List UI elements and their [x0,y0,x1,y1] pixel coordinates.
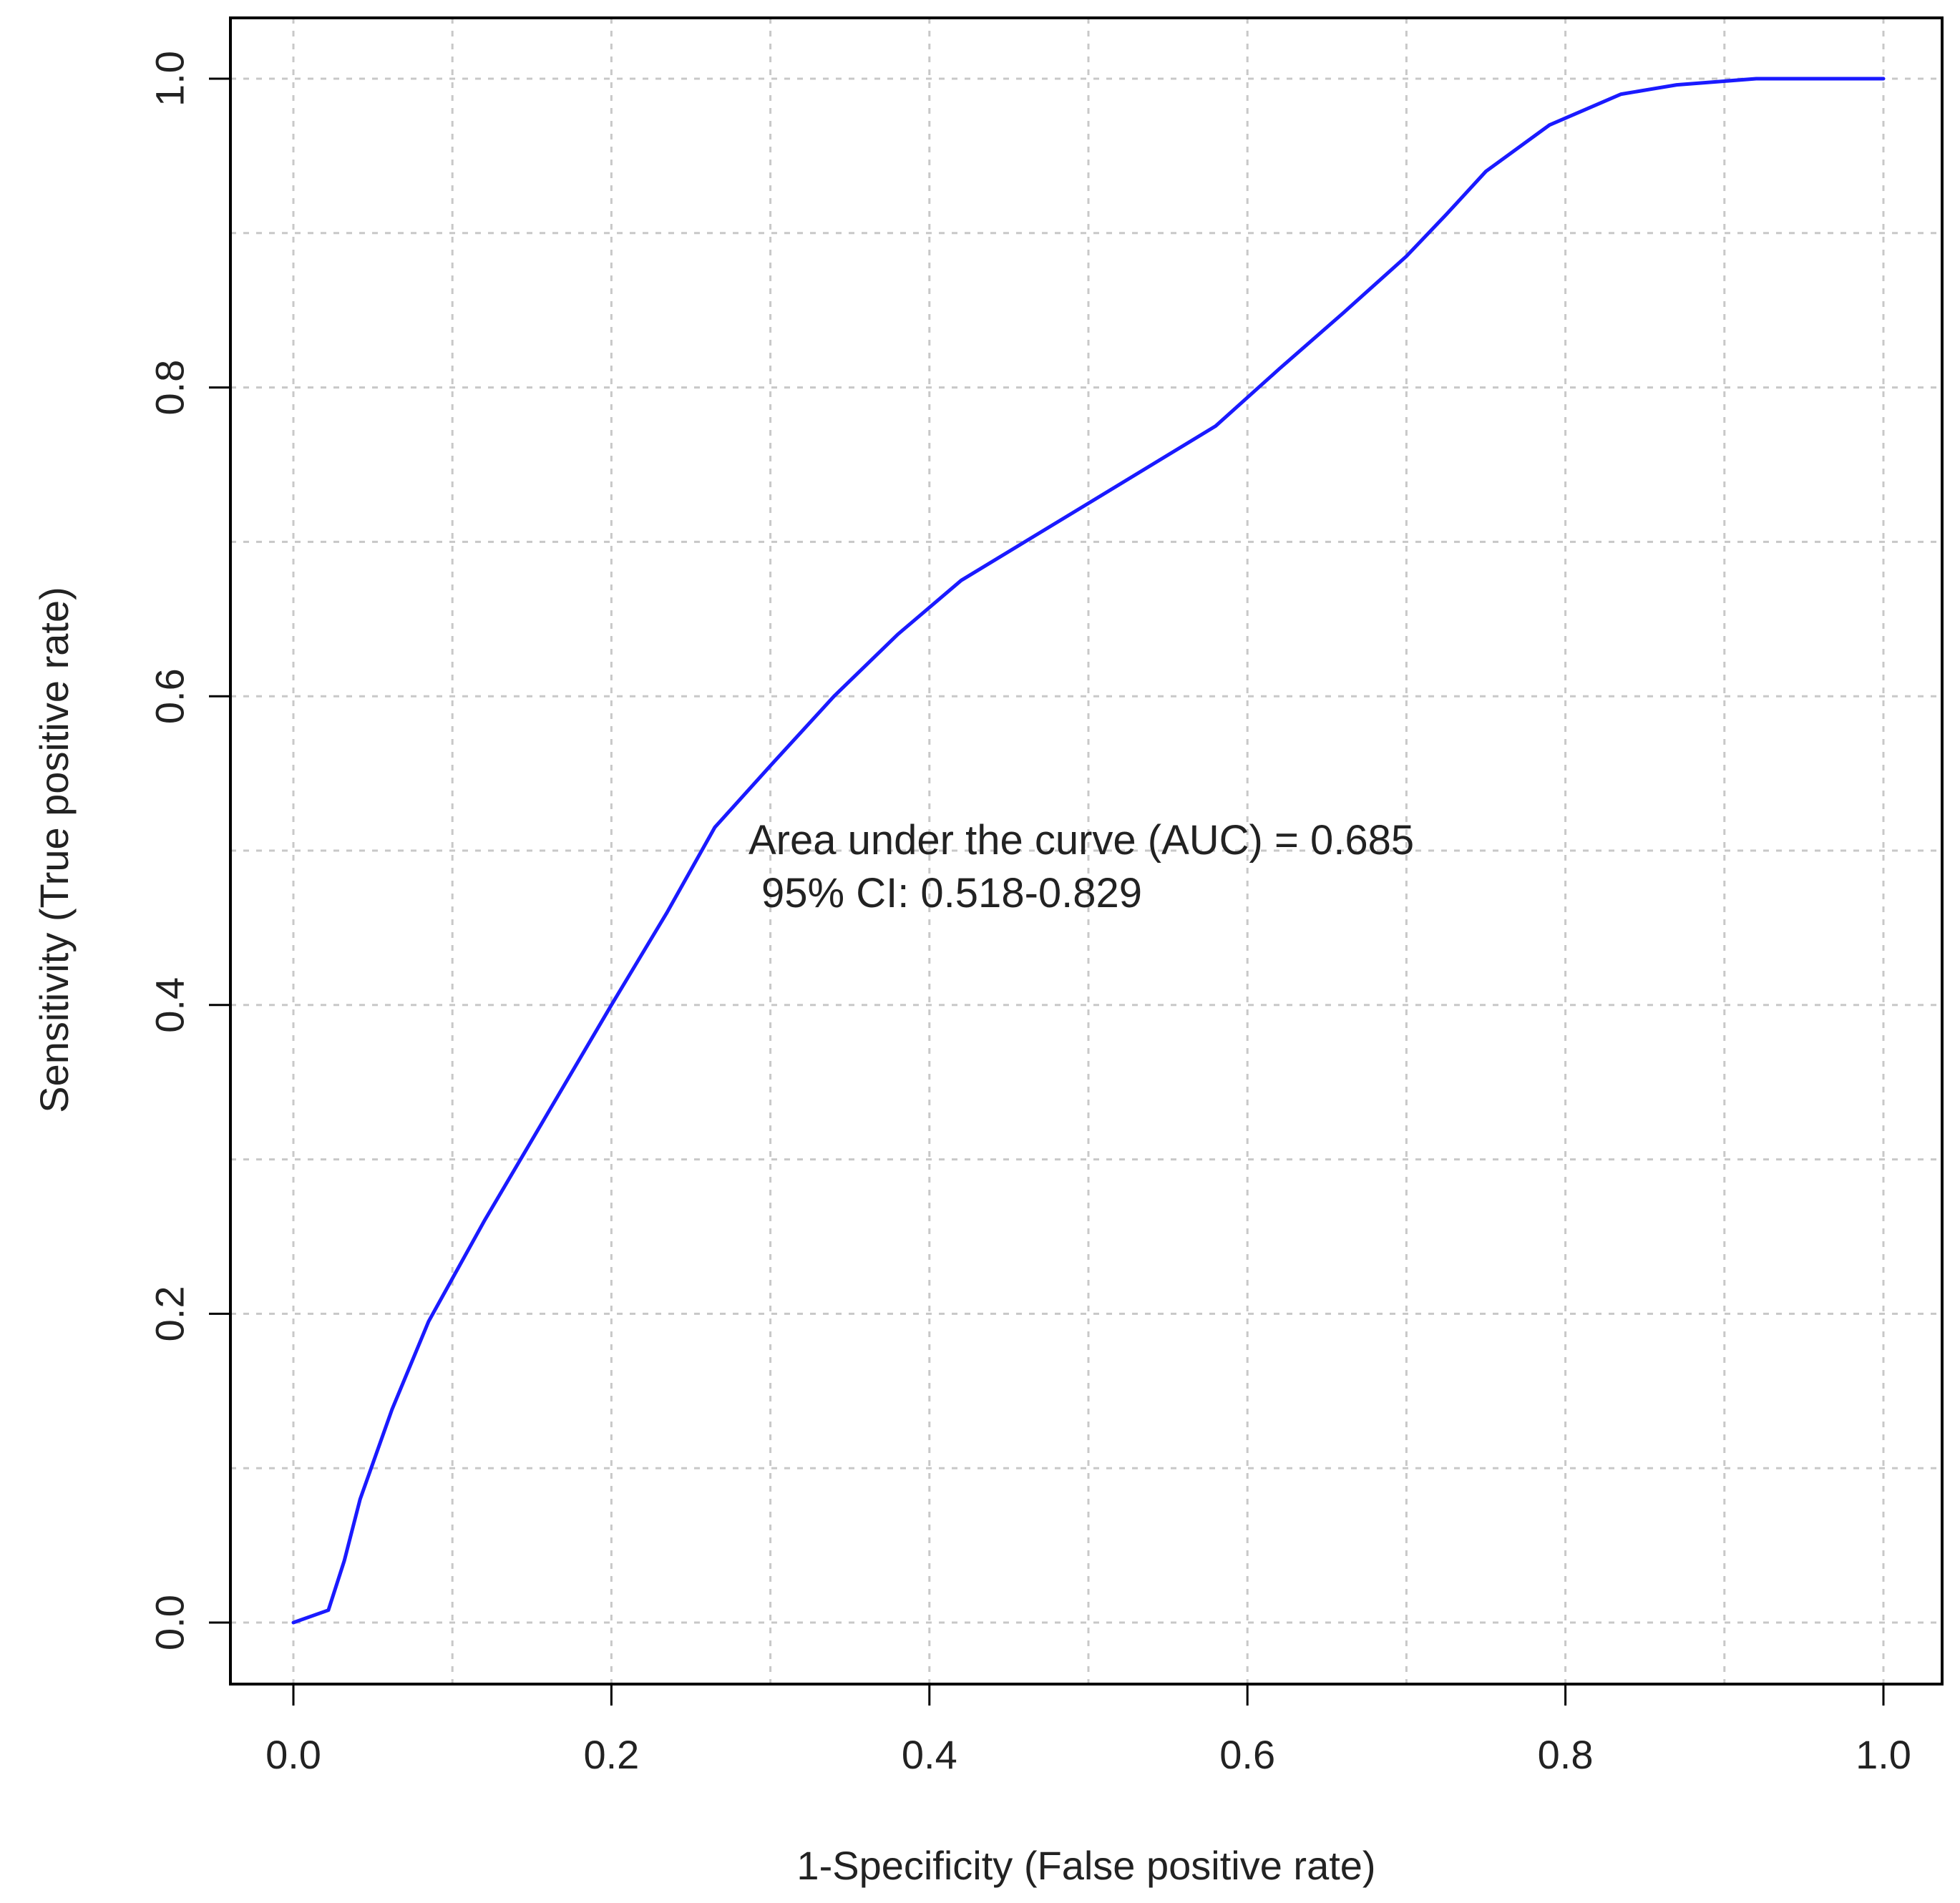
axis-ticks: 0.0 0.2 0.4 0.6 0.8 1.0 0.0 0.2 0.4 0.6 0.8 1.0 [147,51,1911,1777]
roc-curve [291,77,1886,1625]
x-axis-title: 1-Specificity (False positive rate) [796,1843,1375,1888]
y-tick-label: 0.0 [147,1595,192,1650]
y-tick-label: 0.6 [147,668,192,724]
y-tick-label: 0.4 [147,977,192,1033]
y-tick-label: 1.0 [147,51,192,107]
x-tick-label: 0.8 [1538,1732,1594,1777]
series-layer [291,77,1886,1625]
ci-annotation: 95% CI: 0.518-0.829 [761,870,1142,916]
auc-annotation: Area under the curve (AUC) = 0.685 [749,817,1414,864]
x-tick-label: 0.4 [902,1732,957,1777]
y-tick-label: 0.2 [147,1286,192,1341]
plot-frame [229,16,1944,1686]
y-tick-label: 0.8 [147,360,192,416]
x-tick-label: 0.2 [583,1732,639,1777]
grid [230,18,1942,1684]
x-tick-label: 0.0 [265,1732,321,1777]
x-tick-label: 1.0 [1856,1732,1911,1777]
y-axis-title: Sensitivity (True positive rate) [31,587,77,1113]
x-tick-label: 0.6 [1219,1732,1275,1777]
annotations: Area under the curve (AUC) = 0.685 95% CI… [749,817,1414,916]
